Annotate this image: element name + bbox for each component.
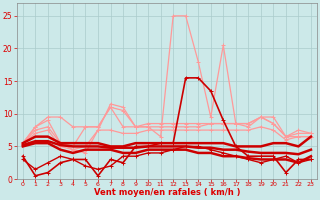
X-axis label: Vent moyen/en rafales ( km/h ): Vent moyen/en rafales ( km/h ) — [94, 188, 240, 197]
